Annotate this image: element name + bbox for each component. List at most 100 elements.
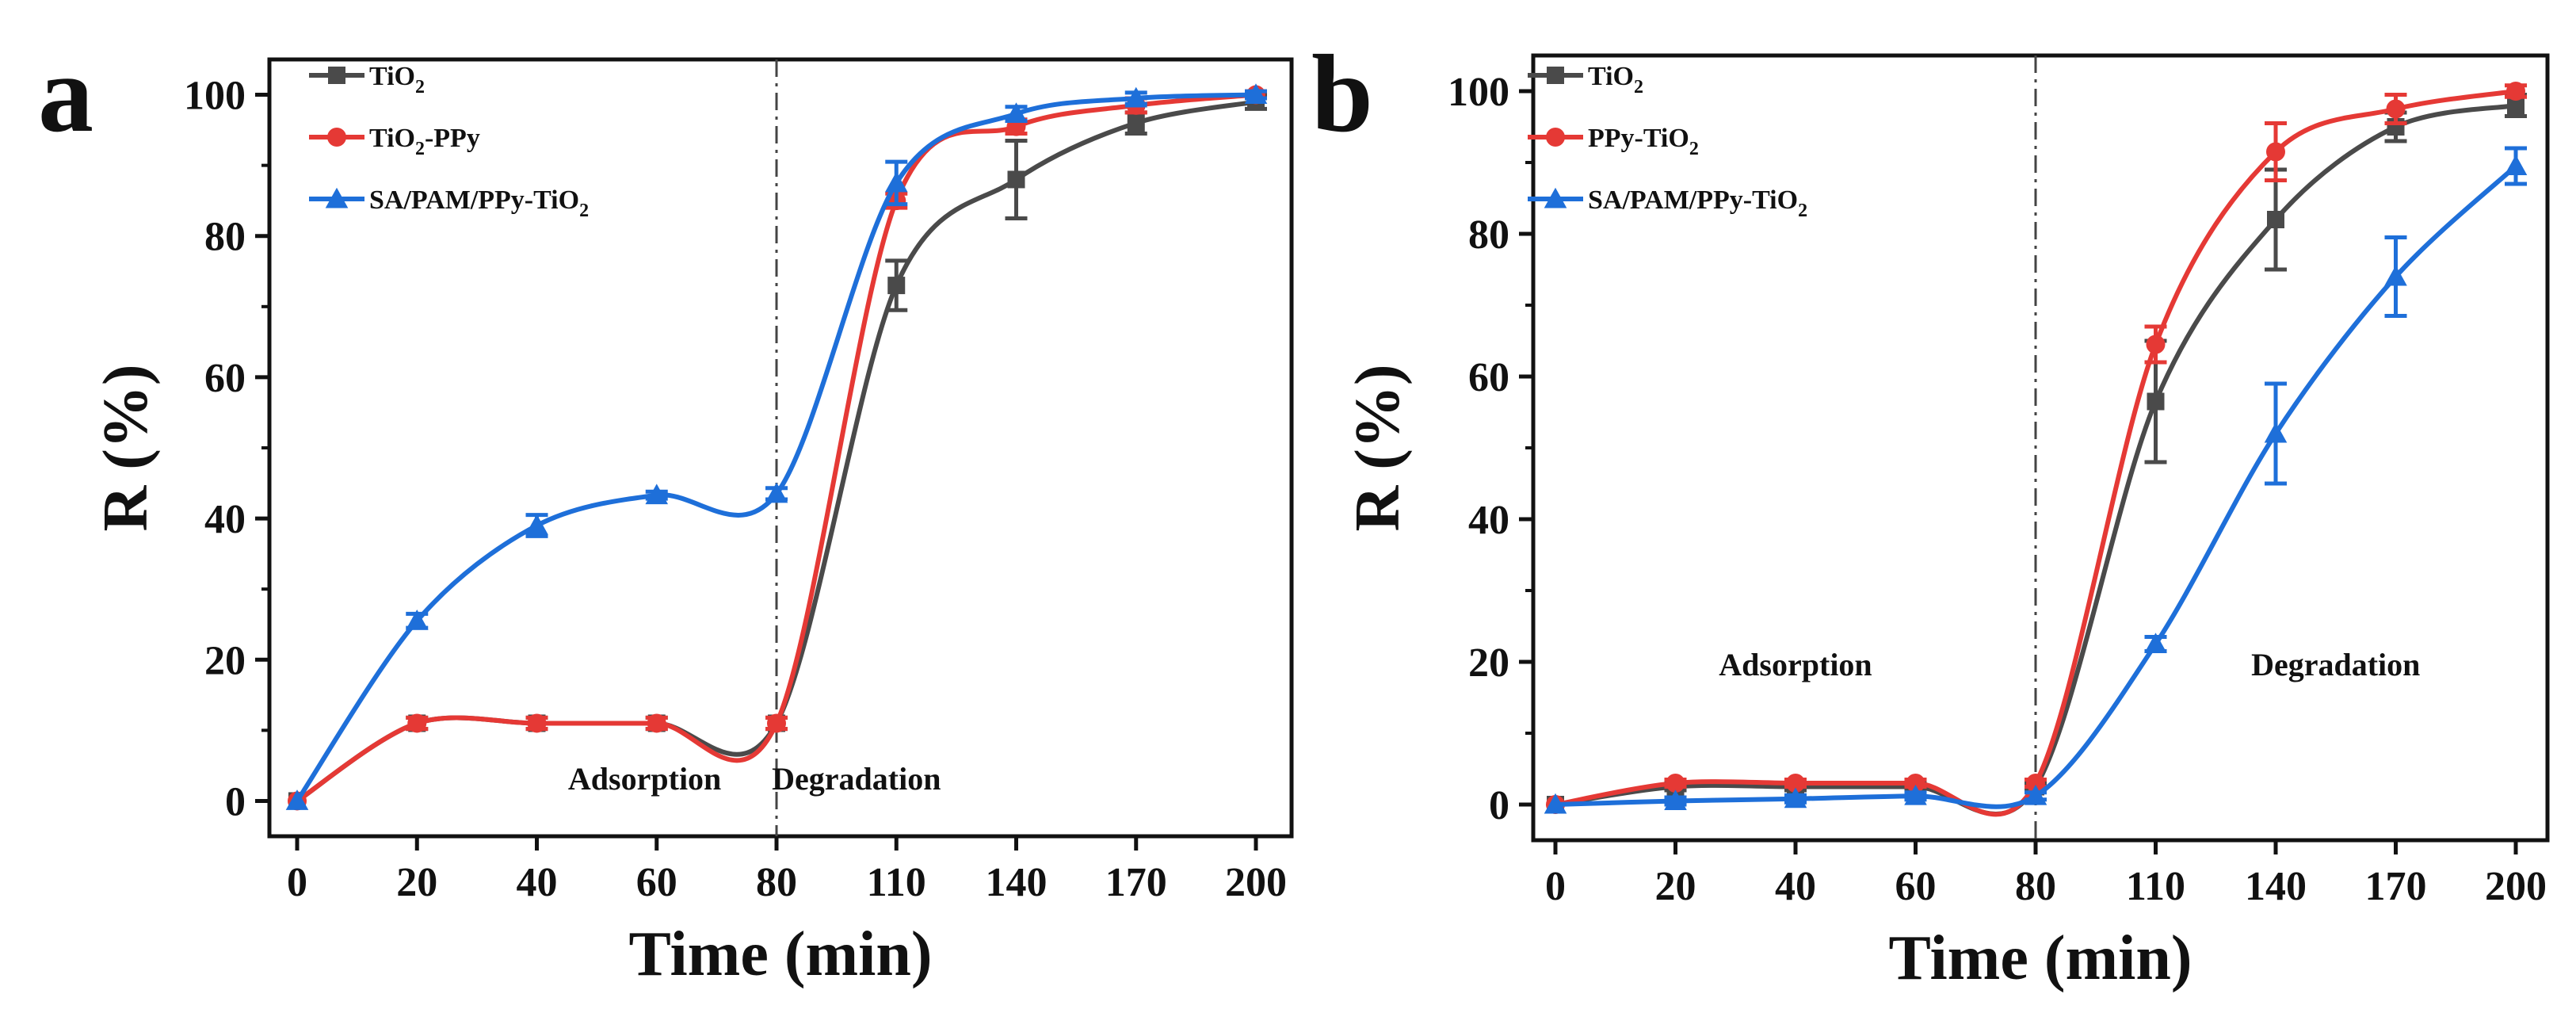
data-point	[765, 482, 788, 503]
data-point	[767, 713, 786, 733]
legend-name: PPy-TiO	[1588, 124, 1689, 153]
x-tick-label: 0	[287, 860, 307, 905]
data-point	[2147, 392, 2165, 411]
data-point	[2266, 142, 2285, 162]
data-point	[2386, 99, 2406, 119]
data-point	[407, 713, 427, 733]
phase-label: Adsorption	[568, 761, 721, 797]
x-tick-label: 80	[2015, 864, 2056, 909]
legend-name: TiO	[369, 62, 415, 91]
x-tick-label: 60	[1895, 864, 1937, 909]
data-point	[1666, 774, 1685, 793]
x-tick-label: 200	[2485, 864, 2547, 909]
series-line	[296, 92, 1257, 803]
series-2	[1544, 146, 2528, 814]
legend-entry: TiO2-PPy	[309, 124, 480, 159]
legend-label: SA/PAM/PPy-TiO2	[1588, 185, 1807, 221]
legend-name: SA/PAM/PPy-TiO	[1588, 185, 1798, 215]
data-point	[1786, 774, 1805, 793]
x-axis-title: Time (min)	[629, 919, 933, 989]
phase-label: Adsorption	[1719, 647, 1872, 682]
data-point	[887, 277, 906, 295]
legend-marker	[325, 187, 349, 208]
legend-name: TiO	[1588, 62, 1634, 91]
chart-panel-b: b 0 20 40 60 80 100 0 20 40 60 80 110 140 170 200 Time (…	[1311, 32, 2550, 993]
x-tick-label: 40	[1775, 864, 1816, 909]
data-point	[2504, 155, 2528, 175]
chart-panel-a: a 0 20 40 60 80 100 0 20 40 60 80 110 140 170 200 Time (…	[38, 32, 1294, 989]
data-point	[1244, 83, 1268, 104]
legend-entry: TiO2	[1528, 62, 1643, 97]
legend-label: SA/PAM/PPy-TiO2	[369, 185, 589, 221]
data-point	[405, 609, 429, 630]
legend-subscript: 2	[579, 201, 589, 221]
x-tick-label: 170	[2365, 864, 2427, 909]
y-tick-label: 100	[1448, 70, 1509, 115]
legend-label: PPy-TiO2	[1588, 124, 1699, 159]
legend-entry: PPy-TiO2	[1528, 124, 1699, 159]
y-tick-label: 20	[1468, 640, 1509, 686]
data-point	[2264, 422, 2288, 443]
data-point	[1007, 170, 1025, 189]
data-point	[2026, 774, 2045, 793]
x-tick-label: 170	[1105, 860, 1167, 905]
data-point	[1124, 86, 1148, 108]
legend-marker	[1546, 128, 1565, 147]
x-tick-label: 110	[2126, 864, 2185, 909]
y-axis-title: R (%)	[1343, 364, 1413, 531]
x-tick-label: 60	[636, 860, 677, 905]
legend-label: TiO2	[369, 62, 425, 97]
y-tick-label: 40	[1468, 498, 1509, 543]
phase-label: Degradation	[772, 761, 941, 797]
y-tick-label: 40	[204, 497, 246, 542]
data-point	[1544, 793, 1567, 814]
series-line	[1555, 164, 2518, 809]
y-tick-label: 60	[1468, 355, 1509, 400]
panel-label: b	[1311, 32, 1373, 155]
data-point	[525, 514, 548, 535]
data-point	[2144, 633, 2167, 653]
legend-marker	[328, 67, 345, 84]
y-tick-label: 0	[1489, 783, 1509, 828]
legend-subscript: 2	[1689, 139, 1699, 159]
series-line	[1555, 103, 2517, 816]
legend-subscript: 2	[1798, 201, 1807, 221]
data-point	[1664, 789, 1687, 810]
legend-entry: TiO2	[309, 62, 425, 97]
data-point	[2384, 265, 2407, 286]
series-2	[285, 83, 1268, 810]
x-tick-label: 80	[756, 860, 797, 905]
data-point	[2507, 97, 2524, 114]
legend-name: SA/PAM/PPy-TiO	[369, 185, 579, 215]
legend-label: TiO2-PPy	[369, 124, 480, 159]
y-tick-label: 60	[204, 356, 246, 401]
x-tick-label: 110	[867, 860, 926, 905]
x-axis-title: Time (min)	[1889, 923, 2192, 993]
legend-marker	[1544, 187, 1567, 208]
y-tick-label: 80	[204, 215, 246, 260]
x-tick-label: 20	[1655, 864, 1696, 909]
data-point	[645, 484, 669, 505]
data-point	[1005, 102, 1028, 124]
legend-marker	[1547, 67, 1564, 84]
data-point	[1906, 774, 1925, 793]
data-point	[1784, 787, 1807, 809]
plot-frame	[1531, 53, 2550, 843]
legend-subscript: 2	[415, 139, 425, 159]
data-point	[647, 713, 666, 733]
x-tick-label: 0	[1545, 864, 1566, 909]
y-tick-label: 80	[1468, 212, 1509, 258]
legend-marker	[327, 128, 346, 147]
x-tick-label: 140	[986, 860, 1048, 905]
data-point	[1127, 114, 1145, 132]
phase-label: Degradation	[2251, 647, 2420, 682]
x-tick-label: 40	[517, 860, 558, 905]
legend-label: TiO2	[1588, 62, 1643, 97]
data-point	[527, 713, 547, 733]
legend-suffix: -PPy	[425, 124, 480, 153]
y-tick-label: 20	[204, 638, 246, 683]
legend-subscript: 2	[1634, 77, 1643, 97]
data-point	[2146, 335, 2166, 354]
y-axis-title: R (%)	[91, 364, 161, 531]
